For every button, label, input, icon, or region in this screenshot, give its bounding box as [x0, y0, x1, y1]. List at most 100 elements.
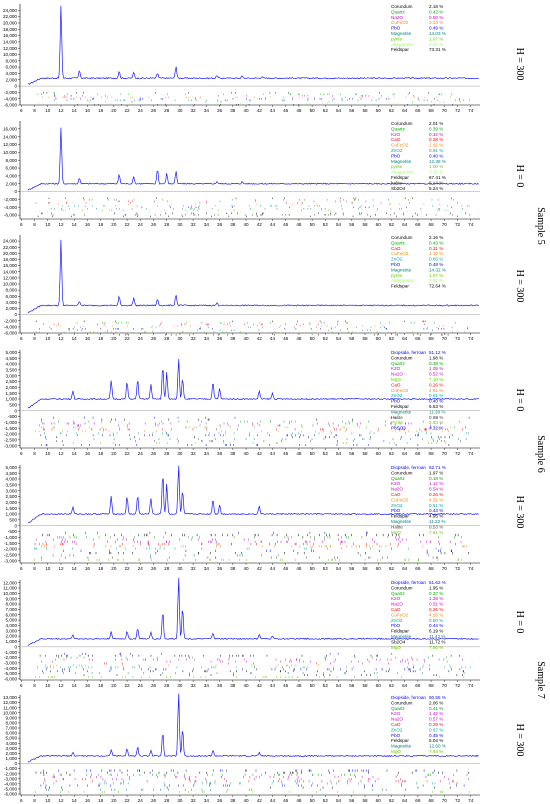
- x-tick-label: 56: [349, 566, 355, 571]
- legend-phase-value: 0.29 %: [429, 722, 443, 727]
- y-tick-label: 2,000: [6, 385, 18, 390]
- legend-phase-value: 2.93 %: [429, 420, 443, 425]
- y-tick-label: -2,000: [4, 771, 17, 776]
- x-tick-label: 44: [270, 336, 276, 341]
- legend-phase-value: 1.05 %: [429, 366, 443, 371]
- x-tick-label: 54: [336, 222, 342, 227]
- x-tick-label: 62: [389, 451, 395, 456]
- y-tick-label: 1,500: [6, 506, 18, 511]
- sample-label-7: Sample 7: [535, 661, 546, 699]
- legend-phase-value: 0.18 %: [429, 476, 443, 481]
- sample-label-5: Sample 5: [535, 207, 546, 245]
- x-tick-label: 52: [323, 683, 329, 688]
- x-tick-label: 74: [468, 336, 474, 341]
- legend-phase-name: Magnetite: [391, 634, 412, 639]
- legend-phase-value: 2.01 %: [429, 121, 443, 126]
- x-tick-label: 28: [164, 798, 170, 803]
- y-tick-label: 5,000: [6, 465, 18, 470]
- xrd-panel-5: -3,000-2,500-2,000-1,500-1,000-50005001,…: [4, 465, 480, 571]
- legend-phase-name: Quartz: [391, 361, 405, 366]
- x-tick-label: 38: [230, 683, 236, 688]
- legend-phase-name: pyrite: [391, 164, 403, 169]
- legend-phase-name: Feldspar: [391, 284, 409, 289]
- x-tick-label: 20: [111, 336, 117, 341]
- legend-phase-name: Corundum: [391, 700, 413, 705]
- diffraction-trace: [27, 239, 479, 314]
- x-tick-label: 12: [58, 683, 64, 688]
- y-tick-label: -3,000: [4, 558, 17, 563]
- x-tick-label: 58: [362, 566, 368, 571]
- x-tick-label: 62: [389, 108, 395, 113]
- x-tick-label: 6: [20, 222, 23, 227]
- y-tick-label: 10,000: [3, 591, 17, 596]
- x-tick-label: 56: [349, 108, 355, 113]
- y-tick-label: 4,000: [6, 71, 18, 76]
- y-tick-label: 20,000: [3, 251, 17, 256]
- y-tick-label: -3,000: [4, 776, 17, 781]
- y-tick-label: 0: [14, 523, 17, 528]
- x-tick-label: 48: [296, 683, 302, 688]
- x-tick-label: 12: [58, 108, 64, 113]
- y-tick-label: 1,000: [6, 756, 18, 761]
- x-tick-label: 64: [402, 683, 408, 688]
- x-tick-label: 52: [323, 336, 329, 341]
- y-tick-label: 0: [14, 189, 17, 194]
- legend-phase-name: CaO: [391, 382, 401, 387]
- x-tick-label: 66: [415, 222, 421, 227]
- legend-phase-name: Diopside, ferroan: [391, 580, 426, 585]
- x-tick-label: 74: [468, 798, 474, 803]
- y-tick-label: -4,000: [4, 205, 17, 210]
- x-tick-label: 66: [415, 451, 421, 456]
- y-tick-label: -2,000: [4, 90, 17, 95]
- x-tick-label: 20: [111, 566, 117, 571]
- x-tick-label: 72: [455, 798, 461, 803]
- x-tick-label: 22: [125, 566, 131, 571]
- y-tick-label: -2,000: [4, 197, 17, 202]
- y-tick-label: 3,000: [6, 488, 18, 493]
- x-tick-label: 66: [415, 566, 421, 571]
- x-tick-label: 42: [257, 566, 263, 571]
- x-tick-label: 30: [177, 683, 183, 688]
- x-tick-label: 52: [323, 222, 329, 227]
- legend-phase-value: 0.39 %: [429, 126, 443, 131]
- y-tick-label: -4,000: [4, 324, 17, 329]
- x-tick-label: 14: [72, 798, 78, 803]
- y-tick-label: 4,000: [6, 741, 18, 746]
- x-tick-label: 54: [336, 108, 342, 113]
- legend-phase-name: Diopside, ferroan: [391, 695, 426, 700]
- x-tick-label: 42: [257, 336, 263, 341]
- legend-phase-name: Feldspar: [391, 738, 409, 743]
- legend-phase-name: MgO: [391, 377, 401, 382]
- x-tick-label: 32: [191, 798, 197, 803]
- y-tick-label: 2,000: [6, 500, 18, 505]
- y-tick-label: 500: [9, 517, 17, 522]
- x-tick-label: 14: [72, 222, 78, 227]
- legend-phase-name: Halite: [391, 524, 403, 529]
- y-tick-label: 10,000: [3, 52, 17, 57]
- y-tick-label: 16,000: [3, 126, 17, 131]
- x-tick-label: 28: [164, 108, 170, 113]
- y-tick-label: -1,000: [4, 535, 17, 540]
- x-tick-label: 70: [442, 336, 448, 341]
- legend-phase-value: 7.50 %: [429, 645, 443, 650]
- x-tick-label: 12: [58, 451, 64, 456]
- x-tick-label: 8: [33, 683, 36, 688]
- x-tick-label: 14: [72, 451, 78, 456]
- legend-phase-value: 0.26 %: [429, 607, 443, 612]
- y-tick-label: 12,000: [3, 142, 17, 147]
- legend-phase-value: 1.12 %: [429, 481, 443, 486]
- x-tick-label: 70: [442, 566, 448, 571]
- x-tick-label: 38: [230, 566, 236, 571]
- x-tick-label: 60: [376, 683, 382, 688]
- x-tick-label: 64: [402, 451, 408, 456]
- y-tick-label: -6,000: [4, 677, 17, 682]
- y-tick-label: 3,500: [6, 367, 18, 372]
- legend-phase-value: 12.38 %: [429, 159, 446, 164]
- x-tick-label: 40: [243, 566, 249, 571]
- legend-phase-name: Quartz: [391, 591, 405, 596]
- xrd-panel-1: -6,000-4,000-2,00002,0004,0006,0008,0001…: [3, 4, 480, 113]
- y-tick-label: -4,000: [4, 781, 17, 786]
- y-tick-label: 4,500: [6, 356, 18, 361]
- legend-phase-value: 0.54 %: [429, 487, 443, 492]
- x-tick-label: 10: [45, 108, 51, 113]
